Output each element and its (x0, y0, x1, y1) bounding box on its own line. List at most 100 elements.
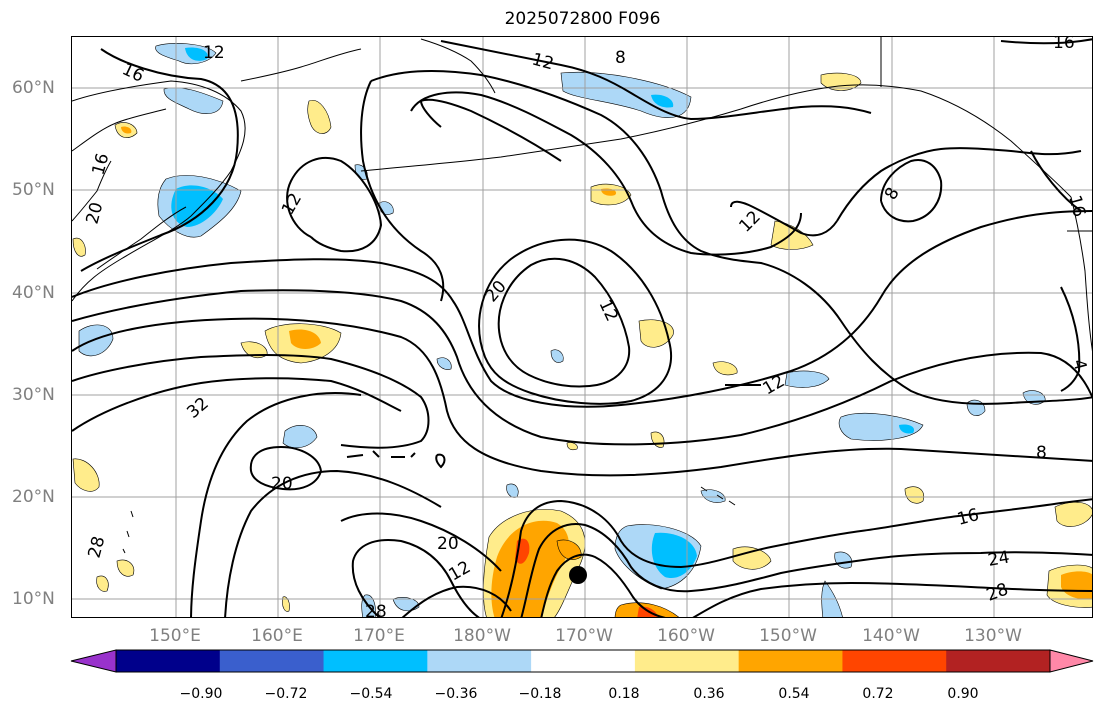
hawaii-islands (700, 486, 736, 506)
lat-label: 10°N (12, 589, 55, 609)
negative-anomaly-area (506, 483, 519, 498)
lon-label: 160°E (251, 626, 303, 646)
colorbar-extend-max (1049, 649, 1094, 673)
contour-label: 12 (278, 190, 306, 219)
colorbar-segment (323, 650, 428, 672)
kamchatka-coast (72, 80, 246, 302)
graticule (72, 37, 1092, 617)
positive-anomaly-core (1061, 571, 1092, 600)
storm-center-marker (569, 566, 587, 584)
lat-label: 30°N (12, 385, 55, 405)
aleutian-chain (360, 86, 832, 172)
contour-label: 20 (482, 277, 511, 306)
contour-label: 20 (271, 474, 293, 494)
lon-label: 130°W (964, 626, 1022, 646)
lon-label: 180°W (453, 626, 511, 646)
positive-anomaly-area (770, 220, 814, 250)
contour-label: 12 (203, 43, 225, 63)
contour-label: 28 (85, 534, 110, 560)
colorbar-segment (116, 650, 221, 672)
colorbar-tick-label: 0.18 (608, 686, 640, 702)
colorbar-tick-label: −0.90 (179, 686, 223, 702)
positive-anomaly-area (566, 442, 578, 451)
positive-anomaly-area (650, 431, 665, 448)
contour-label: 16 (1064, 193, 1089, 219)
negative-anomaly-area (550, 349, 564, 363)
map-canvas: 12 16 8 12 16 16 20 12 8 12 20 12 12 32 … (72, 37, 1092, 618)
chukotka-coast (240, 48, 362, 82)
colorbar-tick-label: 0.90 (947, 686, 979, 702)
positive-anomaly-area (116, 559, 135, 577)
colorbar-segment (634, 650, 740, 672)
colorbar-tick-label: −0.72 (264, 686, 308, 702)
negative-anomaly-area (78, 324, 114, 357)
contour-label: 16 (1053, 37, 1075, 53)
positive-anomaly-area (96, 575, 109, 592)
positive-anomaly-area (638, 319, 674, 348)
contour-label: 20 (83, 200, 108, 226)
lon-label: 170°W (555, 626, 613, 646)
negative-anomaly-core (899, 424, 915, 434)
negative-anomaly-core (185, 47, 208, 61)
positive-anomaly-area (904, 486, 925, 504)
positive-anomaly-area (1054, 501, 1092, 527)
contour-label: 16 (955, 505, 981, 530)
positive-anomaly-area (282, 596, 290, 612)
lon-label: 150°E (149, 626, 201, 646)
lat-label: 50°N (12, 180, 55, 200)
positive-anomaly-core (121, 126, 132, 134)
colorbar-tick-label: 0.36 (693, 686, 725, 702)
contour-label: 12 (594, 297, 621, 325)
negative-anomaly-area (163, 87, 224, 114)
positive-anomaly-area (307, 100, 332, 134)
colorbar-segment (219, 650, 325, 672)
contour-label: 8 (1036, 443, 1047, 463)
negative-anomaly-area (966, 399, 986, 416)
shaded-anomaly-fields (72, 43, 1092, 617)
colorbar-segment (427, 650, 532, 672)
lat-label: 60°N (12, 78, 55, 98)
negative-anomaly-area (436, 357, 452, 370)
colorbar-segment (531, 650, 636, 672)
colorbar-extend-min (70, 649, 117, 673)
contour-label: 4 (1068, 357, 1090, 373)
positive-anomaly-core (491, 520, 569, 617)
negative-anomaly-area (700, 489, 726, 503)
map-panel: 12 16 8 12 16 16 20 12 8 12 20 12 12 32 … (71, 36, 1093, 618)
contour-label: 24 (986, 547, 1011, 570)
kuril-chain (96, 206, 187, 270)
map-title: 2025072800 F096 (504, 9, 661, 29)
sakhalin-coast (72, 160, 112, 222)
negative-anomaly-area (784, 370, 830, 388)
colorbar-tick-label: −0.54 (349, 686, 393, 702)
contour-label-group: 12 16 8 12 16 16 20 12 8 12 20 12 12 32 … (83, 37, 1091, 618)
colorbar-tick-label: 0.54 (778, 686, 810, 702)
colorbar-tick-label: −0.36 (434, 686, 478, 702)
lon-label: 170°E (353, 626, 405, 646)
contour-label: 28 (984, 580, 1011, 606)
positive-anomaly-area (712, 361, 738, 376)
negative-anomaly-area (834, 551, 853, 569)
colorbar-tick-label: −0.18 (518, 686, 562, 702)
small-islands (122, 510, 134, 554)
colorbar-segment (738, 650, 843, 672)
contour-label: 16 (89, 151, 114, 177)
lon-label: 150°W (759, 626, 817, 646)
colorbar-segment (946, 650, 1051, 672)
lat-label: 40°N (12, 283, 55, 303)
canada-coast (1070, 196, 1092, 352)
contour-lines (72, 38, 1092, 617)
contour-label: 20 (437, 534, 459, 554)
positive-anomaly-area (72, 458, 100, 492)
lat-label: 20°N (12, 487, 55, 507)
negative-anomaly-area (838, 413, 924, 441)
lon-label: 160°W (657, 626, 715, 646)
alaska-south-coast (830, 84, 1072, 198)
contour-label: 12 (530, 50, 556, 75)
colorbar-tick-label: 0.72 (862, 686, 894, 702)
coastlines (72, 37, 1092, 554)
contour-label: 32 (183, 394, 212, 423)
contour-label: 8 (615, 48, 626, 68)
contour-label: 28 (365, 602, 387, 618)
negative-anomaly-area (282, 425, 318, 449)
